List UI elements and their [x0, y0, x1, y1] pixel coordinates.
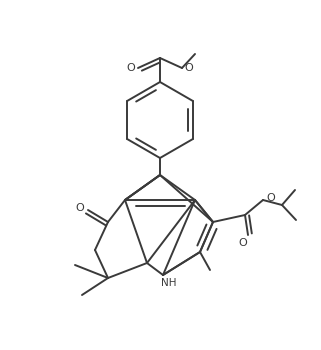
- Text: O: O: [126, 63, 135, 73]
- Text: O: O: [239, 238, 247, 248]
- Text: O: O: [267, 193, 275, 203]
- Text: NH: NH: [161, 278, 177, 288]
- Text: O: O: [76, 203, 84, 213]
- Text: O: O: [185, 63, 193, 73]
